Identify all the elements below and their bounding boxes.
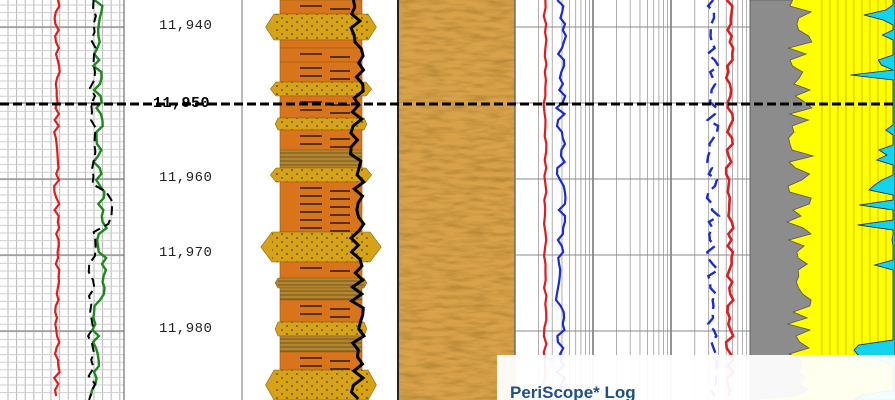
borehole-image <box>398 0 515 400</box>
lithology-bed <box>279 299 363 323</box>
sand-pattern <box>276 82 366 96</box>
lithology-column <box>260 0 382 400</box>
track-resistivity <box>514 0 751 400</box>
sand-pattern <box>278 322 364 336</box>
lithology-bed <box>279 261 363 279</box>
blue-dashed-curve <box>705 0 721 397</box>
red-curve <box>542 0 548 400</box>
depth-label-11960: 11,960 <box>159 170 213 186</box>
lithology-bed <box>279 335 363 353</box>
blue-curve <box>554 0 568 397</box>
green-curve <box>89 0 109 397</box>
lithology-bed <box>279 95 363 119</box>
lithology-bed <box>279 287 363 301</box>
black-curve <box>348 0 367 400</box>
lithology-bed <box>279 39 363 49</box>
red-curve <box>52 0 61 397</box>
borehole-image-track <box>397 0 515 400</box>
depth-label-11970: 11,970 <box>159 245 213 261</box>
sand-pattern <box>278 118 364 130</box>
figure-caption: PeriScope* Log <box>510 383 636 400</box>
gray-fill <box>749 0 815 400</box>
track-gamma-resistivity <box>0 0 125 400</box>
dashed-curve <box>86 0 114 400</box>
sand-pattern <box>276 168 366 182</box>
red-curve-right <box>724 0 736 397</box>
depth-label-11940: 11,940 <box>159 18 213 34</box>
lithology-bed <box>279 47 363 63</box>
depth-label-11980: 11,980 <box>159 321 213 337</box>
caption-panel <box>497 355 895 400</box>
lithology-bed <box>279 0 363 15</box>
depth-label-11950: 11,950 <box>153 95 211 112</box>
track-background <box>515 0 750 400</box>
track-fill <box>749 0 895 400</box>
